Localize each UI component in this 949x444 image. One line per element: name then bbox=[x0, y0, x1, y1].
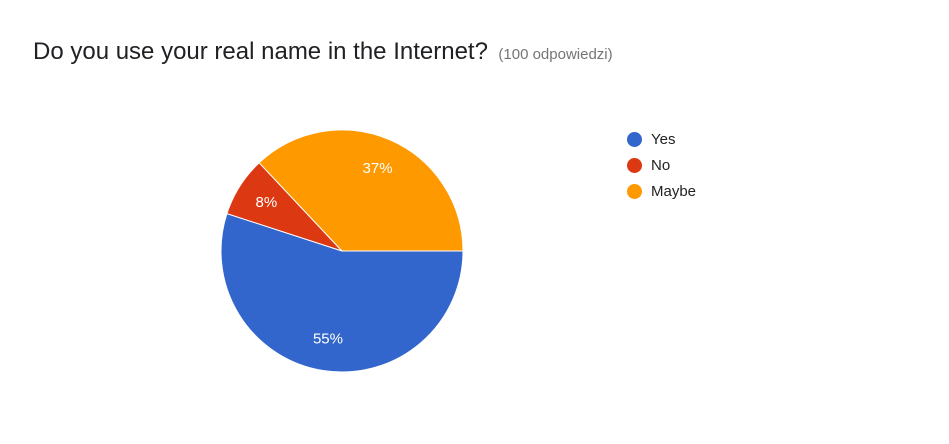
response-count: (100 odpowiedzi) bbox=[498, 46, 613, 63]
pie-label-no: 8% bbox=[256, 194, 278, 211]
pie-label-yes: 55% bbox=[313, 330, 343, 347]
legend-swatch-maybe bbox=[627, 183, 642, 199]
legend-swatch-no bbox=[627, 157, 642, 173]
legend-label-maybe: Maybe bbox=[651, 182, 697, 200]
pie-slice-yes[interactable] bbox=[220, 212, 464, 373]
legend-item-yes[interactable]: Yes bbox=[627, 126, 696, 152]
legend-label-no: No bbox=[651, 156, 671, 174]
chart-header: Do you use your real name in the Interne… bbox=[33, 38, 613, 66]
legend-item-maybe[interactable]: Maybe bbox=[627, 178, 696, 204]
legend-swatch-yes bbox=[627, 131, 642, 147]
chart-legend: Yes No Maybe bbox=[627, 126, 696, 204]
pie-slice-maybe[interactable] bbox=[258, 129, 464, 252]
legend-label-yes: Yes bbox=[651, 130, 676, 148]
question-title: Do you use your real name in the Interne… bbox=[33, 38, 488, 65]
pie-label-maybe: 37% bbox=[363, 160, 393, 177]
legend-item-no[interactable]: No bbox=[627, 152, 696, 178]
